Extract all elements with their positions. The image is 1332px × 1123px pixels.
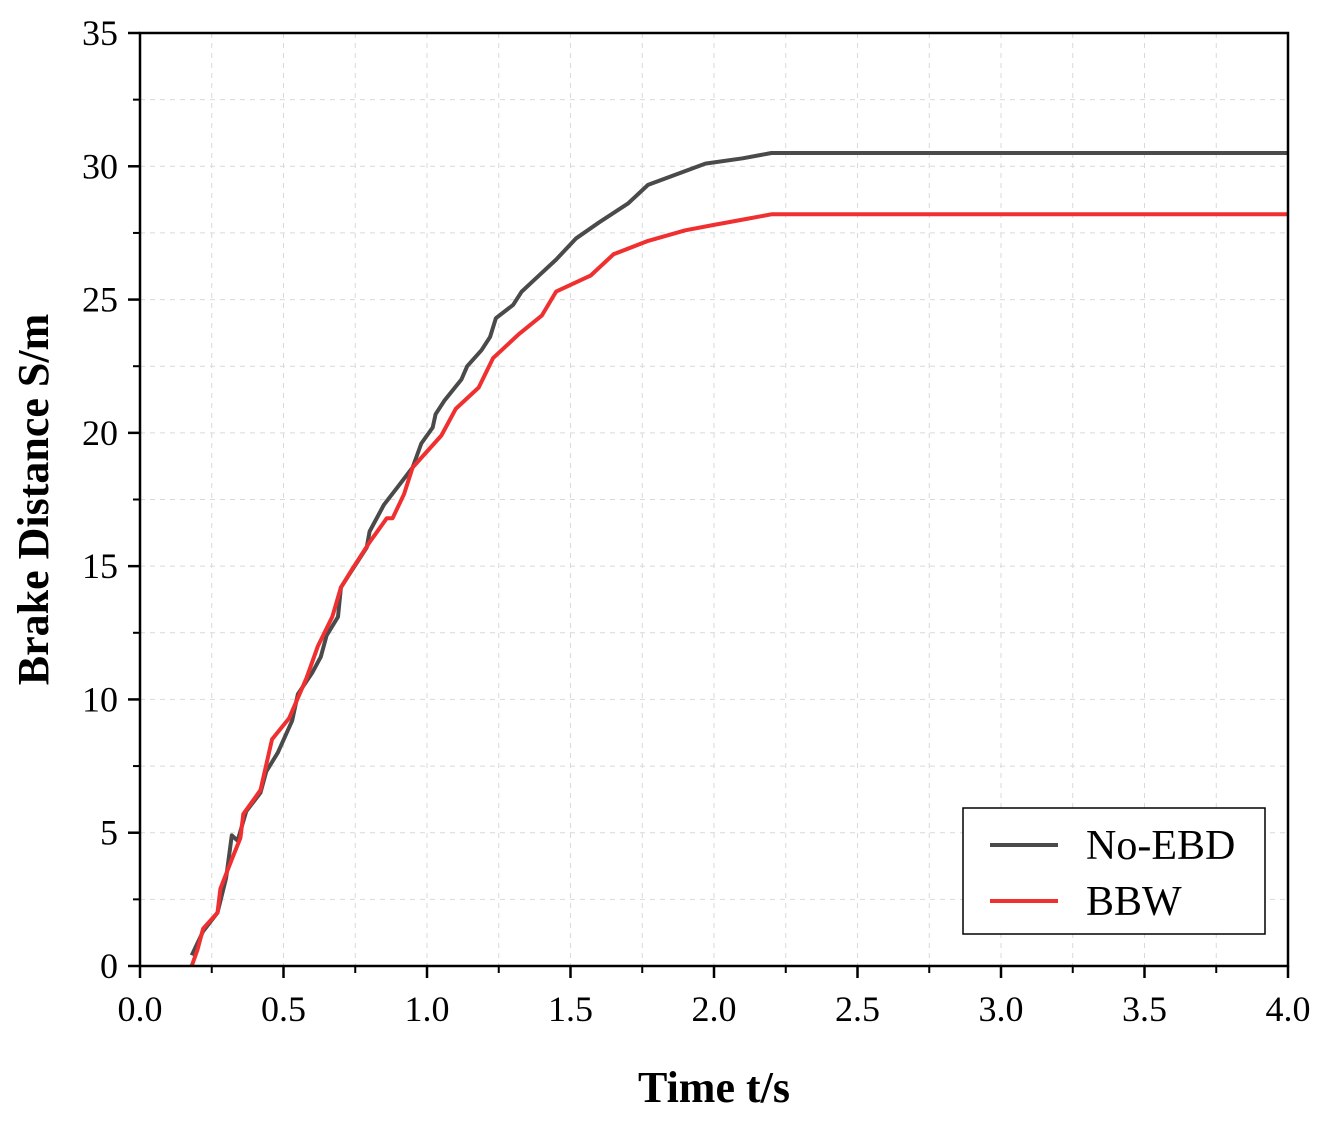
legend-label-bbw: BBW <box>1086 879 1182 925</box>
y-tick-label: 0 <box>100 946 118 986</box>
y-tick-label: 20 <box>82 413 118 453</box>
y-axis-title: Brake Distance S/m <box>9 314 58 686</box>
y-tick-label: 5 <box>100 813 118 853</box>
x-tick-label: 2.5 <box>835 989 880 1029</box>
legend-box <box>962 807 1266 935</box>
x-axis-title: Time t/s <box>638 1063 790 1112</box>
legend: No-EBD BBW <box>962 807 1266 935</box>
y-tick-label: 30 <box>82 146 118 186</box>
axis-tick-labels: 0.0 0.5 1.0 1.5 2.0 2.5 3.0 3.5 4.0 0 5 10 15 20 25 30 3… <box>82 13 1311 1029</box>
axis-ticks <box>128 31 1290 978</box>
series-layer <box>189 151 1288 967</box>
grid <box>140 33 1288 966</box>
x-tick-label: 0.5 <box>261 989 306 1029</box>
y-tick-label: 15 <box>82 546 118 586</box>
y-tick-label: 35 <box>82 13 118 53</box>
x-tick-label: 2.0 <box>692 989 737 1029</box>
y-tick-label: 10 <box>82 679 118 719</box>
x-tick-label: 3.5 <box>1122 989 1167 1029</box>
x-tick-label: 0.0 <box>118 989 163 1029</box>
x-tick-label: 4.0 <box>1266 989 1311 1029</box>
x-tick-label: 1.0 <box>405 989 450 1029</box>
x-tick-label: 1.5 <box>548 989 593 1029</box>
x-tick-label: 3.0 <box>979 989 1024 1029</box>
y-tick-label: 25 <box>82 280 118 320</box>
legend-label-no-ebd: No-EBD <box>1086 823 1235 869</box>
series-line-bbw <box>189 212 1288 967</box>
